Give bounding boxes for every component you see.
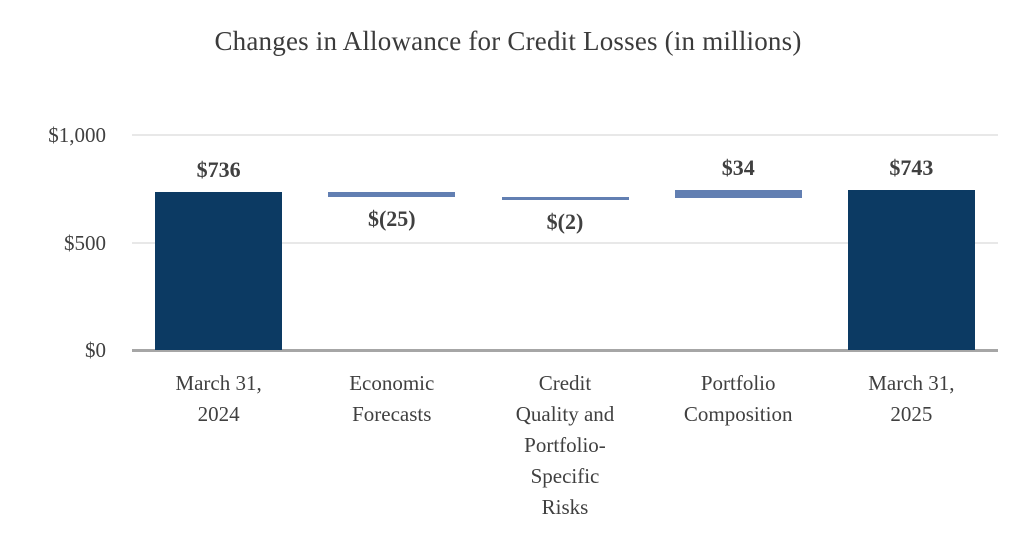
bar-economic-forecasts xyxy=(328,191,456,198)
category-label-portfolio-composition: Portfolio Composition xyxy=(683,371,793,426)
data-label-credit-quality-and-portfolio-specific-risks: $(2) xyxy=(546,208,584,234)
bar-credit-quality-and-portfolio-specific-risks xyxy=(501,197,629,200)
category-label-march-31-2025: March 31, 2025 xyxy=(868,371,955,426)
y-tick-label-1-000: $1,000 xyxy=(48,123,106,147)
data-label-march-31-2024: $736 xyxy=(196,156,241,182)
y-tick-label-0: $0 xyxy=(85,338,106,362)
category-label-economic-forecasts: Economic Forecasts xyxy=(349,371,435,426)
data-label-march-31-2025: $743 xyxy=(889,155,934,181)
x-axis-line xyxy=(132,349,998,352)
bar-march-31-2025 xyxy=(847,190,975,350)
gridline-500 xyxy=(132,241,998,244)
chart-title: Changes in Allowance for Credit Losses (… xyxy=(214,26,802,56)
category-label-credit-quality-and-portfolio-specific-risks: Credit Quality and Portfolio- Specific R… xyxy=(515,371,615,519)
category-label-march-31-2024: March 31, 2024 xyxy=(175,371,262,426)
y-tick-label-500: $500 xyxy=(64,230,106,255)
data-label-economic-forecasts: $(25) xyxy=(367,206,416,232)
bar-march-31-2024 xyxy=(155,191,283,350)
data-label-portfolio-composition: $34 xyxy=(721,155,755,181)
gridline-1000 xyxy=(132,134,998,136)
bar-portfolio-composition xyxy=(674,190,802,198)
